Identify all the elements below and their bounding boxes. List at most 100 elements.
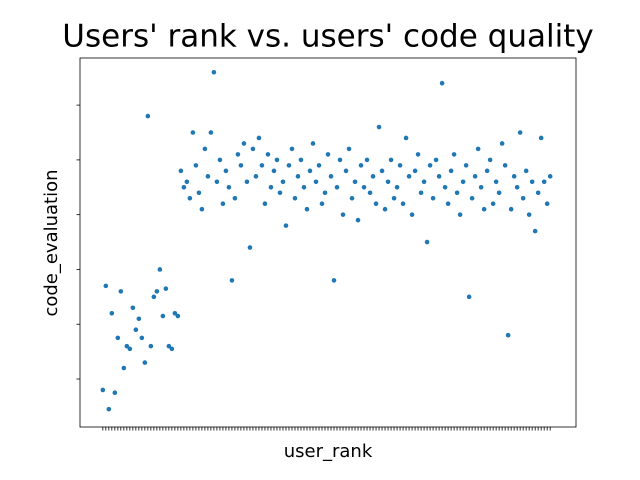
point: [238, 163, 244, 168]
y-axis-label: code_evaluation: [41, 169, 62, 316]
point: [124, 343, 130, 349]
point: [478, 184, 484, 190]
point: [199, 206, 205, 212]
point: [451, 152, 457, 157]
point: [247, 245, 253, 250]
point: [328, 174, 334, 179]
point: [118, 289, 124, 294]
point: [313, 179, 319, 185]
point: [307, 168, 313, 174]
point: [343, 168, 349, 174]
point: [487, 157, 493, 163]
point: [538, 135, 544, 141]
point: [337, 157, 343, 163]
point: [172, 310, 178, 316]
point: [472, 174, 478, 179]
point: [259, 163, 265, 168]
point: [229, 278, 235, 283]
point: [115, 335, 121, 341]
point: [232, 195, 238, 201]
point: [535, 190, 541, 196]
point: [490, 201, 496, 207]
point: [268, 184, 274, 190]
point: [223, 168, 229, 174]
point: [421, 179, 427, 185]
point: [382, 206, 388, 212]
point: [511, 174, 517, 179]
point: [256, 135, 262, 141]
point: [340, 212, 346, 217]
point: [484, 168, 490, 174]
point: [100, 387, 106, 393]
point: [193, 163, 199, 168]
point: [424, 239, 430, 245]
point: [541, 179, 547, 185]
point: [469, 195, 475, 201]
point: [529, 179, 535, 185]
point: [523, 168, 529, 174]
point: [217, 157, 223, 163]
x-axis-label: user_rank: [284, 441, 373, 462]
point: [325, 152, 331, 157]
point: [466, 294, 472, 300]
point: [463, 163, 469, 168]
point: [385, 179, 391, 185]
point: [454, 190, 460, 196]
point: [187, 195, 193, 201]
point: [526, 212, 532, 217]
point: [367, 190, 373, 196]
point: [178, 168, 184, 174]
point: [148, 343, 154, 349]
point: [145, 113, 151, 119]
point: [211, 69, 217, 75]
point: [544, 201, 550, 207]
point: [517, 130, 523, 135]
point: [358, 163, 364, 168]
point: [166, 343, 172, 349]
point: [403, 135, 409, 141]
point: [151, 294, 157, 300]
point: [334, 184, 340, 190]
point: [508, 206, 514, 212]
point: [289, 146, 295, 152]
point: [208, 130, 214, 135]
point: [112, 390, 118, 396]
point: [133, 327, 139, 333]
point: [406, 174, 412, 179]
point: [427, 163, 433, 168]
point: [319, 201, 325, 207]
point: [481, 206, 487, 212]
point: [283, 223, 289, 228]
point: [415, 152, 421, 157]
point: [244, 179, 250, 185]
point: [532, 228, 538, 234]
point: [121, 365, 127, 371]
point: [502, 163, 508, 168]
point: [169, 346, 175, 352]
point: [352, 179, 358, 185]
point: [142, 360, 148, 365]
point: [520, 195, 526, 201]
point: [346, 146, 352, 152]
point: [439, 80, 445, 86]
point: [106, 406, 112, 412]
point: [391, 195, 397, 201]
point: [310, 141, 316, 146]
point: [157, 267, 163, 272]
point: [388, 157, 394, 163]
point: [295, 174, 301, 179]
point: [226, 184, 232, 190]
point: [430, 195, 436, 201]
point: [274, 157, 280, 163]
point: [331, 278, 337, 283]
plot-frame: [79, 57, 577, 428]
point: [316, 163, 322, 168]
point: [397, 163, 403, 168]
point: [514, 184, 520, 190]
point: [379, 168, 385, 174]
point: [262, 201, 268, 207]
point: [409, 212, 415, 217]
point: [349, 195, 355, 201]
point: [436, 174, 442, 179]
